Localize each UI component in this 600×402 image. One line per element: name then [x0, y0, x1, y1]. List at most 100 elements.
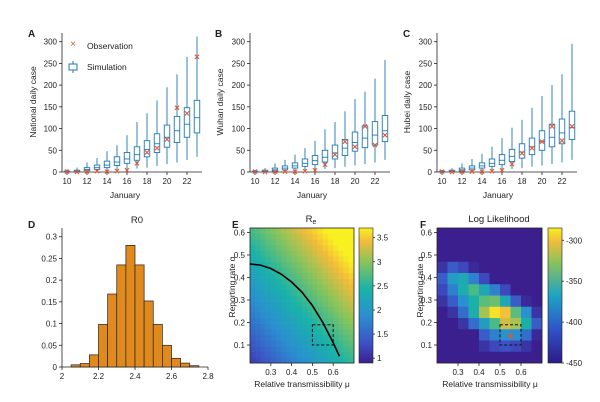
panel-e-cell: [250, 244, 256, 251]
panel-c-observation-marker: [459, 169, 465, 175]
panel-e-cell: [291, 357, 298, 364]
panel-e-cell: [338, 250, 344, 257]
panel-e-cell: [317, 346, 324, 353]
panel-f-cell: [468, 351, 480, 364]
panel-e-cell: [317, 233, 324, 240]
panel-e-cell: [265, 256, 272, 263]
panel-e-cell: [250, 340, 256, 347]
panel-e-cell: [302, 244, 308, 251]
panel-b-box: [311, 155, 319, 166]
panel-e-cell: [265, 273, 272, 279]
panel-e-cell: [302, 357, 308, 364]
panel-f-colorbar: [547, 227, 563, 364]
panel-e-cell: [250, 318, 256, 324]
panel-e-cell: [255, 357, 261, 364]
panel-f-cell: [521, 340, 532, 353]
panel-e-cell: [296, 228, 303, 234]
panel-f-cell: [500, 239, 511, 251]
panel-a-observation-stroke: [184, 110, 190, 116]
panel-e-cell: [348, 278, 355, 285]
panel-f: F Log Likelihood 0.10.20.30.40.50.60.3 0.…: [415, 214, 583, 389]
panel-e-cell: [286, 250, 292, 257]
panel-a-plot: 0 50 100 150 200 250 300 10 12 14 16 18 20 22: [44, 33, 202, 186]
panel-c-xtick-label: 14: [478, 177, 487, 186]
panel-e-cell: [333, 295, 339, 302]
panel-e-cell: [307, 233, 313, 240]
panel-b-ytick-label: 100: [232, 125, 246, 134]
panel-d-ytick-label: 0: [53, 363, 58, 372]
panel-c-observation-marker: [469, 169, 475, 175]
panel-e-cell: [270, 278, 277, 285]
panel-e-ytick-label: 0.6: [234, 229, 246, 238]
panel-e-cell: [307, 261, 313, 268]
panel-e-cell: [348, 233, 355, 240]
panel-f-cell: [468, 306, 480, 319]
panel-e-cell: [348, 289, 355, 296]
panel-f-cell: [500, 351, 511, 364]
panel-c-xtick-label: 18: [518, 177, 527, 186]
panel-e-cell: [333, 284, 339, 291]
panel-a-observation-marker: [194, 54, 200, 60]
panel-f-cell: [479, 329, 490, 341]
panel-e-cell: [260, 261, 266, 268]
panel-e-cell: [291, 323, 298, 330]
panel-e-cell: [250, 295, 256, 302]
panel-e-cell: [302, 334, 308, 341]
panel-a-observation-stroke: [114, 168, 120, 174]
panel-f-cell: [437, 340, 448, 353]
panel-e-cell: [276, 250, 282, 257]
panel-e-cell: [307, 295, 313, 302]
panel-f-cell: [510, 340, 522, 353]
panel-d-bar: [70, 364, 81, 368]
panel-e-cell: [307, 239, 313, 246]
panel-b-observation-stroke: [342, 139, 348, 145]
panel-f-cell: [531, 261, 543, 274]
panel-f-cell: [479, 295, 490, 308]
panel-e-cell: [338, 289, 344, 296]
panel-a-xtick-label: 16: [123, 177, 132, 186]
panel-a-ytick-label: 0: [53, 168, 58, 177]
panel-f-cell: [458, 295, 469, 308]
panel-e-cell: [250, 351, 256, 358]
panel-f-cell: [458, 273, 469, 285]
panel-c-observation-stroke: [499, 167, 505, 173]
panel-e-cell: [348, 273, 355, 279]
panel-e-cell: [302, 346, 308, 353]
panel-e-cell: [286, 306, 292, 313]
panel-e-cell: [348, 346, 355, 353]
panel-c-observation-stroke: [559, 138, 565, 144]
panel-c-ylabel: Hubei daily case: [402, 71, 412, 134]
panel-e-cell: [276, 256, 282, 263]
panel-e-cell: [343, 289, 350, 296]
panel-e-cell: [312, 334, 318, 341]
panel-b-observation-marker: [372, 142, 378, 148]
panel-e-cell: [265, 239, 272, 246]
panel-e-cell: [291, 233, 298, 240]
panel-e: E Re 0.1 0.2 0.3 0.4 0.5 0.6 0.3 0.4 0.5 0.6 1 1.5 2…: [227, 214, 389, 389]
panel-d-bar: [152, 324, 163, 368]
panel-f-cell: [479, 340, 490, 353]
panel-e-cell: [317, 273, 324, 279]
panel-e-cell: [333, 239, 339, 246]
panel-e-cell: [343, 357, 350, 364]
panel-e-cell: [286, 289, 292, 296]
panel-f-title: Log Likelihood: [468, 214, 529, 225]
panel-c-observation-marker: [479, 169, 485, 175]
panel-e-cell: [281, 289, 287, 296]
panel-e-cell: [291, 301, 298, 308]
panel-f-cell: [500, 295, 511, 308]
panel-f-cell: [521, 306, 532, 319]
panel-e-cell: [270, 289, 277, 296]
panel-a-observation-marker: [174, 105, 180, 111]
panel-e-cell: [348, 228, 355, 234]
panel-f-cell: [447, 318, 459, 330]
panel-f-cell: [510, 329, 522, 341]
panel-e-ytick-label: 0.3: [234, 296, 246, 305]
panel-e-cell: [296, 250, 303, 257]
panel-e-colorbar-tick-label: 1.5: [377, 330, 389, 339]
panel-e-cell: [281, 267, 287, 274]
panel-d-ytick-label: 0.15: [41, 298, 57, 307]
panel-f-cell: [468, 340, 480, 353]
panel-e-cell: [348, 323, 355, 330]
panel-c-xtick-label: 10: [438, 177, 447, 186]
